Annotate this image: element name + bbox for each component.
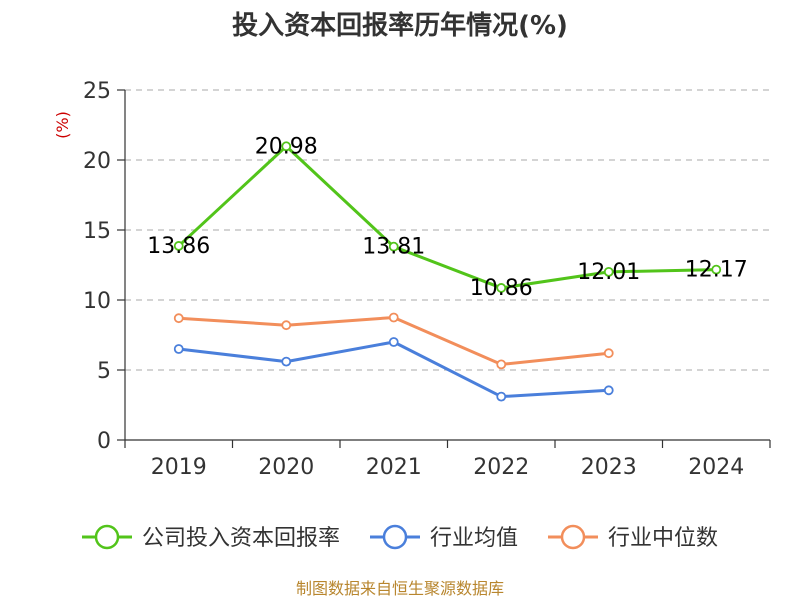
data-label: 13.81	[362, 235, 425, 260]
data-point	[603, 385, 614, 396]
data-point	[173, 313, 184, 324]
x-tick-label: 2021	[366, 455, 422, 480]
data-point	[603, 266, 614, 277]
data-point	[281, 320, 292, 331]
data-point	[388, 241, 399, 252]
x-tick-label: 2024	[688, 455, 744, 480]
data-point	[388, 337, 399, 347]
y-tick-label: 10	[83, 289, 111, 314]
data-point	[281, 356, 292, 367]
data-point	[603, 348, 614, 359]
legend-marker	[382, 524, 408, 550]
data-point	[281, 141, 292, 152]
axes: 0 5 10 15 20 25 2019 2020 2021 2022 2023 2024	[83, 79, 771, 480]
data-point	[496, 391, 507, 402]
legend-label: 行业中位数	[608, 526, 718, 551]
legend-marker	[560, 524, 586, 550]
legend-marker	[94, 524, 120, 550]
data-point	[496, 359, 507, 370]
data-point	[388, 312, 399, 323]
data-point	[496, 283, 507, 293]
data-point	[711, 264, 722, 275]
series-lines	[173, 141, 722, 402]
source-note: 制图数据来自恒生聚源数据库	[296, 579, 504, 598]
data-label: 12.17	[685, 258, 748, 283]
y-axis-label: (%)	[53, 111, 72, 139]
data-label: 10.86	[470, 276, 533, 301]
grid-lines	[125, 89, 770, 371]
data-label: 12.01	[577, 260, 640, 285]
y-tick-label: 0	[97, 429, 111, 454]
legend-item: 行业均值	[370, 524, 518, 551]
data-label: 13.86	[147, 234, 210, 259]
x-tick-label: 2023	[581, 455, 637, 480]
y-tick-label: 25	[83, 79, 111, 104]
y-tick-label: 20	[83, 149, 111, 174]
chart-title: 投入资本回报率历年情况(%)	[232, 10, 568, 41]
series-line	[177, 144, 717, 290]
legend: 公司投入资本回报率 行业均值 行业中位数	[82, 524, 718, 551]
x-tick-label: 2020	[258, 455, 314, 480]
data-label: 20.98	[255, 134, 318, 159]
y-tick-label: 15	[83, 219, 111, 244]
legend-label: 公司投入资本回报率	[142, 526, 340, 551]
data-point	[173, 241, 184, 251]
x-tick-label: 2019	[151, 455, 207, 480]
x-tick-label: 2022	[473, 455, 529, 480]
legend-label: 行业均值	[430, 526, 518, 551]
data-point	[173, 344, 184, 354]
y-tick-label: 5	[97, 359, 111, 384]
legend-item: 公司投入资本回报率	[82, 524, 340, 551]
data-labels: 13.86 20.98 13.81 10.86 12.01 12.17	[147, 134, 747, 301]
series-line	[178, 340, 609, 399]
legend-item: 行业中位数	[548, 524, 718, 551]
